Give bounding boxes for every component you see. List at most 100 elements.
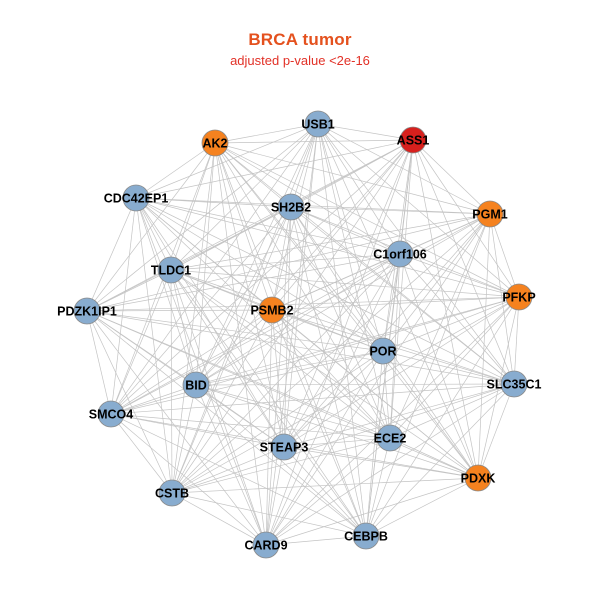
edge-PFKP-CARD9 [265, 296, 520, 546]
node-PSMB2 [258, 296, 286, 324]
edge-POR-SMCO4 [110, 350, 384, 415]
edge-TLDC1-CEBPB [170, 269, 367, 537]
node-label-SH2B2: SH2B2 [271, 200, 311, 214]
edge-TLDC1-PDZK1IP1 [86, 269, 172, 312]
node-label-CARD9: CARD9 [244, 538, 287, 552]
node-label-PSMB2: PSMB2 [250, 303, 293, 317]
edge-ECE2-CEBPB [365, 437, 391, 537]
edge-PGM1-PFKP [489, 213, 520, 298]
edge-PDXK-CARD9 [265, 477, 479, 546]
edge-USB1-TLDC1 [170, 123, 319, 271]
edge-CDC42EP1-BID [135, 197, 197, 386]
edge-TLDC1-PFKP [170, 269, 520, 298]
edge-POR-CARD9 [265, 350, 384, 546]
node-PDXK [464, 464, 492, 492]
edge-AK2-POR [214, 142, 384, 352]
node-ASS1 [399, 126, 427, 154]
edge-PSMB2-SMCO4 [110, 309, 273, 415]
edge-PFKP-CSTB [171, 296, 520, 494]
edge-CDC42EP1-STEAP3 [135, 197, 285, 448]
node-PDZK1IP1 [73, 297, 101, 325]
edge-CDC42EP1-C1orf106 [135, 197, 401, 255]
edge-USB1-PGM1 [317, 123, 491, 215]
node-label-PDZK1IP1: PDZK1IP1 [57, 304, 117, 318]
edge-USB1-POR [317, 123, 384, 352]
edge-PGM1-SMCO4 [110, 213, 491, 415]
edge-AK2-STEAP3 [214, 142, 285, 448]
edge-CSTB-CEBPB [171, 492, 367, 537]
edge-BID-ECE2 [195, 384, 391, 439]
node-PFKP [505, 283, 533, 311]
edge-C1orf106-TLDC1 [170, 253, 401, 271]
edge-STEAP3-CSTB [171, 446, 285, 494]
edge-ASS1-PDZK1IP1 [86, 139, 414, 312]
edge-PSMB2-POR [271, 309, 384, 352]
edge-BID-CSTB [171, 384, 197, 494]
node-TLDC1 [157, 256, 185, 284]
node-label-POR: POR [369, 344, 396, 358]
edge-AK2-CEBPB [214, 142, 367, 537]
node-label-CSTB: CSTB [155, 486, 189, 500]
edge-SH2B2-PDZK1IP1 [86, 206, 292, 312]
edge-PGM1-PDZK1IP1 [86, 213, 491, 312]
node-CDC42EP1 [122, 184, 150, 212]
edge-USB1-CDC42EP1 [135, 123, 319, 199]
edge-AK2-ECE2 [214, 142, 391, 439]
edge-BID-SMCO4 [110, 384, 197, 415]
edge-SLC35C1-STEAP3 [283, 383, 515, 448]
edge-SH2B2-SLC35C1 [290, 206, 515, 385]
edge-POR-SLC35C1 [382, 350, 515, 385]
edge-PFKP-PDXK [477, 296, 520, 479]
edge-AK2-PSMB2 [214, 142, 273, 311]
edge-USB1-CSTB [171, 123, 319, 494]
edge-SLC35C1-BID [195, 383, 515, 386]
edge-BID-STEAP3 [195, 384, 285, 448]
node-POR [369, 337, 397, 365]
edge-PDXK-CEBPB [365, 477, 479, 537]
edge-ASS1-PGM1 [412, 139, 491, 215]
node-label-PGM1: PGM1 [472, 207, 507, 221]
edge-STEAP3-CEBPB [283, 446, 367, 537]
edge-CDC42EP1-CEBPB [135, 197, 367, 537]
node-label-SMCO4: SMCO4 [89, 407, 134, 421]
edge-CDC42EP1-SLC35C1 [135, 197, 515, 385]
edge-PGM1-SLC35C1 [489, 213, 515, 385]
node-label-PDXK: PDXK [461, 471, 496, 485]
edge-TLDC1-SMCO4 [110, 269, 172, 415]
edge-ECE2-CARD9 [265, 437, 391, 546]
edge-PDZK1IP1-SLC35C1 [86, 310, 515, 385]
node-CEBPB [352, 522, 380, 550]
node-label-CEBPB: CEBPB [344, 529, 388, 543]
edge-USB1-SLC35C1 [317, 123, 515, 385]
edge-SH2B2-ECE2 [290, 206, 391, 439]
edge-ASS1-PDXK [412, 139, 479, 479]
edge-POR-PDXK [382, 350, 479, 479]
edge-SMCO4-STEAP3 [110, 413, 285, 448]
edge-ECE2-CSTB [171, 437, 391, 494]
edge-SH2B2-POR [290, 206, 384, 352]
edge-SMCO4-CEBPB [110, 413, 367, 537]
edge-SLC35C1-ECE2 [389, 383, 515, 439]
node-USB1 [304, 110, 332, 138]
node-label-ASS1: ASS1 [397, 133, 430, 147]
edge-PDZK1IP1-PDXK [86, 310, 479, 479]
node-STEAP3 [270, 433, 298, 461]
node-C1orf106 [386, 240, 414, 268]
edge-ECE2-PDXK [389, 437, 479, 479]
edge-SMCO4-CARD9 [110, 413, 267, 546]
edge-C1orf106-SLC35C1 [399, 253, 515, 385]
edge-TLDC1-ECE2 [170, 269, 391, 439]
edge-PGM1-PDXK [477, 213, 491, 479]
node-layer [73, 110, 533, 559]
edge-PSMB2-CSTB [171, 309, 273, 494]
node-label-AK2: AK2 [202, 136, 227, 150]
edge-SLC35C1-CARD9 [265, 383, 515, 546]
node-SH2B2 [277, 193, 305, 221]
node-ECE2 [376, 424, 404, 452]
edge-SH2B2-BID [195, 206, 292, 386]
edge-USB1-PDZK1IP1 [86, 123, 319, 312]
edge-USB1-SH2B2 [290, 123, 319, 208]
edge-AK2-ASS1 [214, 139, 414, 144]
edge-PDXK-CSTB [171, 477, 479, 494]
node-PGM1 [476, 200, 504, 228]
